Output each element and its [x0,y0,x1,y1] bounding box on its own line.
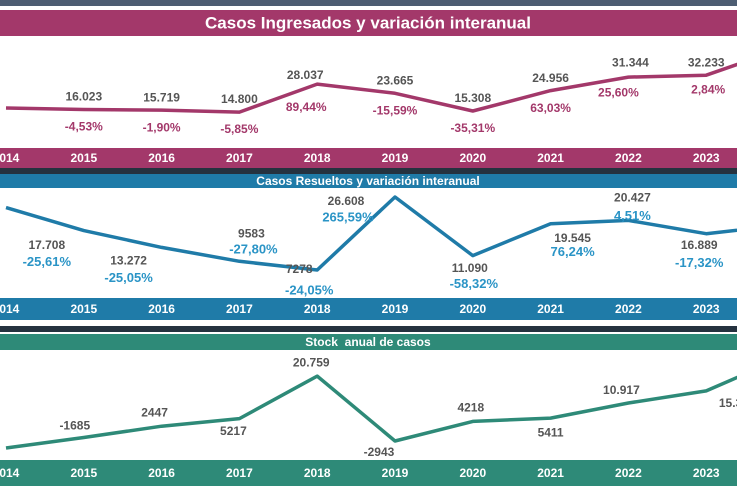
change-label: -25,05% [104,270,153,285]
change-label: 4,51% [614,208,651,223]
x-tick-label: 2022 [615,466,642,480]
change-label: 89,44% [286,100,327,114]
x-tick-label: 2018 [304,466,331,480]
top-strip [0,0,737,6]
change-label: 2,84% [691,82,725,96]
value-label: -1685 [59,419,90,433]
category-bar [0,460,737,486]
category-bar [0,148,737,168]
value-label: 20.759 [293,355,330,369]
x-tick-label: 2019 [382,151,409,165]
value-label: 9583 [238,226,265,240]
x-tick-label: 2020 [459,302,486,316]
change-label: -35,31% [450,121,495,135]
separator [0,326,737,332]
change-label: -5,85% [220,122,258,136]
title-bar [0,174,737,188]
x-tick-label: 2021 [537,302,564,316]
x-tick-label: 2017 [226,466,253,480]
change-label: -4,53% [65,120,103,134]
x-tick-label: 2015 [70,151,97,165]
value-label: 26.608 [328,194,365,208]
value-label: 16.889 [681,238,718,252]
title-bar [0,334,737,350]
x-tick-label: 2014 [0,466,20,480]
x-tick-label: 2019 [382,302,409,316]
separator [0,168,737,174]
value-label: 4218 [457,401,484,415]
x-tick-label: 2021 [537,151,564,165]
change-label: -24,05% [285,282,334,297]
change-label: 63,03% [530,101,571,115]
change-label: 25,60% [598,85,639,99]
value-label: 5411 [538,425,564,439]
x-tick-label: 2022 [615,302,642,316]
change-label: -25,61% [23,254,72,269]
chart-title: Stock anual de casos [305,335,431,349]
x-tick-label: 2017 [226,151,253,165]
x-tick-label: 2016 [148,302,175,316]
x-tick-label: 2015 [70,302,97,316]
title-bar [0,10,737,36]
value-label: 20.427 [614,191,651,205]
x-tick-label: 2014 [0,151,20,165]
category-bar [0,298,737,320]
change-label: 76,24% [551,244,596,259]
value-label: 11.090 [452,261,488,275]
value-label: 19.545 [554,231,591,245]
change-label: -27,80% [229,242,278,257]
value-label: 5217 [220,424,247,438]
x-tick-label: 2023 [693,466,720,480]
x-tick-label: 2017 [226,302,253,316]
line [5,62,737,114]
change-label: -1,90% [143,120,181,134]
value-label: 31.344 [612,55,649,69]
value-label: 2447 [141,405,168,419]
x-tick-label: 2023 [693,151,720,165]
chart-title: Casos Resueltos y variación interanual [256,174,479,188]
value-label: 7278 [286,262,313,276]
value-label: 14.800 [221,92,258,106]
x-tick-label: 2015 [70,466,97,480]
chart-title: Casos Ingresados y variación interanual [205,13,531,32]
change-label: -58,32% [450,276,499,291]
change-label: 265,59% [322,209,374,224]
value-label: 15.719 [143,90,180,104]
x-tick-label: 2020 [459,151,486,165]
value-label: 15.308 [454,91,491,105]
x-tick-label: 2020 [459,466,486,480]
x-tick-label: 2018 [304,302,331,316]
x-tick-label: 2019 [382,466,409,480]
value-label: -2943 [364,445,395,459]
line [5,374,737,450]
value-label: 28.037 [287,68,324,82]
change-label: -17,32% [675,255,724,270]
value-label: 15.344 [719,396,737,410]
x-tick-label: 2016 [148,151,175,165]
change-label: -15,59% [373,103,418,117]
value-label: 10.917 [603,383,640,397]
value-label: 32.233 [688,55,725,69]
x-tick-label: 2022 [615,151,642,165]
x-tick-label: 2018 [304,151,331,165]
x-tick-label: 2014 [0,302,20,316]
x-tick-label: 2021 [537,466,564,480]
value-label: 23.665 [377,73,414,87]
value-label: 17.708 [28,238,65,252]
x-tick-label: 2023 [693,302,720,316]
x-tick-label: 2016 [148,466,175,480]
value-label: 24.956 [532,71,569,85]
value-label: 16.023 [65,90,102,104]
value-label: 13.272 [110,254,147,268]
line [5,195,737,272]
